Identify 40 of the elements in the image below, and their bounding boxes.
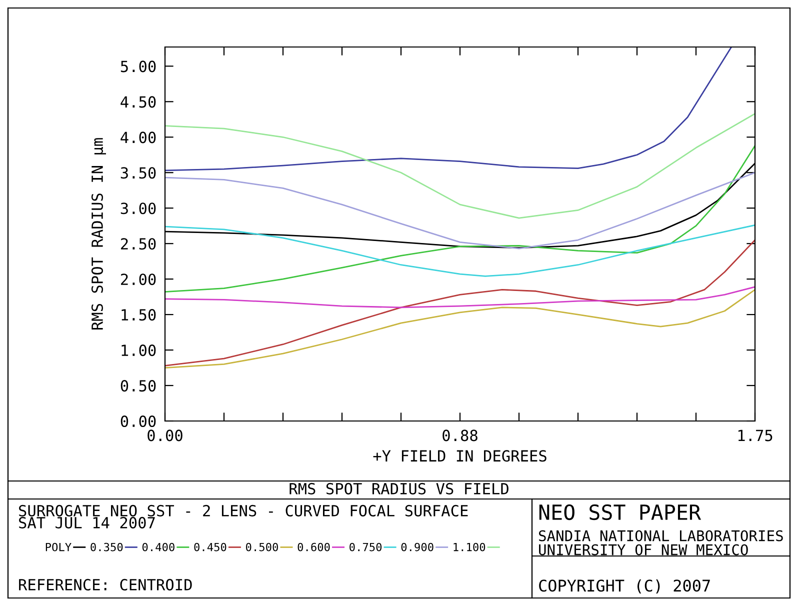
legend-label: 0.500 [246, 542, 278, 552]
y-axis-title: RMS SPOT RADIUS IN µm [91, 138, 106, 330]
y-tick-label: 1.50 [122, 309, 156, 321]
line-series [165, 144, 755, 293]
text: SANDIA NATIONAL LABORATORIES [538, 530, 783, 542]
line-series [165, 239, 755, 366]
y-tick-label: 1.00 [122, 344, 156, 356]
line-series [165, 224, 755, 277]
legend-label: 0.400 [142, 542, 174, 552]
y-tick-label: 4.00 [120, 132, 156, 144]
x-tick-label: 0.88 [442, 430, 478, 442]
text: COPYRIGHT (C) 2007 [539, 579, 710, 594]
x-axis-title: +Y FIELD IN DEGREES [373, 450, 546, 462]
y-tick-label: 3.50 [120, 167, 156, 179]
line-series [165, 47, 732, 172]
line-series [165, 113, 755, 219]
y-tick-label: 4.50 [120, 96, 156, 108]
text: SURROGATE NEO SST - 2 LENS - CURVED FOCAL SURFACE [19, 504, 468, 516]
text: UNIVERSITY OF NEW MEXICO [539, 544, 748, 556]
x-tick-label: 0.00 [148, 430, 182, 442]
legend-label: 0.600 [298, 542, 330, 552]
text: NEO SST PAPER [539, 504, 702, 520]
y-tick-label: 0.50 [120, 380, 156, 392]
y-tick-label: 2.00 [121, 274, 156, 286]
line-series [165, 289, 755, 368]
legend-label: 1.100 [454, 542, 486, 552]
x-tick-label: 1.75 [738, 430, 772, 442]
legend-label: 0.900 [401, 542, 434, 552]
legend-label: POLY [46, 542, 72, 552]
legend-label: 0.450 [194, 542, 226, 552]
y-tick-label: 0.00 [120, 416, 156, 428]
text: REFERENCE: CENTROID [19, 578, 192, 590]
legend-label: 0.350 [90, 542, 123, 552]
y-tick-label: 5.00 [120, 60, 156, 72]
y-tick-label: 2.50 [121, 238, 156, 250]
text: RMS SPOT RADIUS VS FIELD [290, 482, 508, 494]
y-tick-label: 3.00 [120, 202, 156, 214]
line-series [165, 286, 755, 308]
text: SAT JUL 14 2007 [19, 516, 155, 528]
legend-label: 0.750 [350, 542, 382, 552]
